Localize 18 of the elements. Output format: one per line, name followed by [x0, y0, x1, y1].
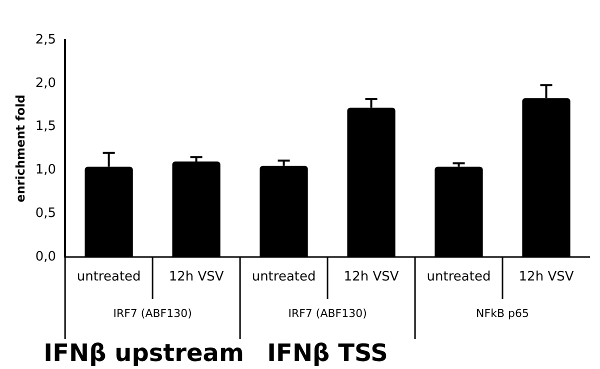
- x-tick-label: 12h VSV: [344, 269, 399, 284]
- text: IFNβ TSS: [267, 339, 388, 368]
- y-axis-title: enrichment fold: [13, 94, 28, 202]
- text: IRF7 (ABF130): [288, 306, 367, 320]
- text: NFkB p65: [476, 306, 529, 320]
- x-tick-label: untreated: [252, 269, 316, 284]
- text: IFNβ upstream: [44, 339, 244, 368]
- text: IRF7 (ABF130): [113, 306, 192, 320]
- x-tick-label: 12h VSV: [518, 269, 574, 284]
- y-tick-label: 0,5: [35, 206, 56, 221]
- x-tick-label: untreated: [426, 269, 491, 284]
- y-tick-label: 1,5: [35, 119, 56, 134]
- y-tick-label: 2,5: [35, 32, 56, 48]
- x-tick-label: 12h VSV: [168, 269, 224, 284]
- y-tick-label: 0,0: [35, 249, 56, 264]
- x-tick-label: untreated: [76, 269, 141, 284]
- y-tick-label: 2,0: [35, 76, 56, 91]
- y-tick-label: 1,0: [35, 162, 56, 178]
